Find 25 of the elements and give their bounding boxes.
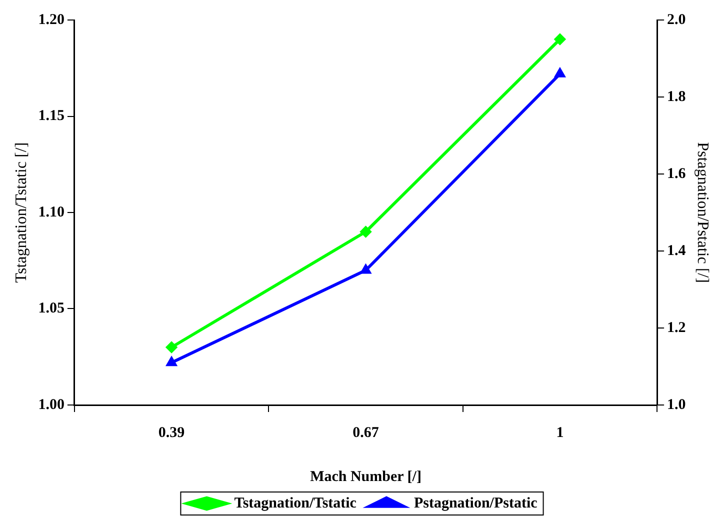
- y2-tick-label: 1.2: [667, 320, 686, 336]
- y-tick-label: 1.10: [38, 204, 64, 220]
- point: [554, 34, 566, 45]
- point: [554, 68, 565, 78]
- y2-tick-label: 1.8: [667, 88, 686, 105]
- y2-tick-label: 1.6: [667, 166, 686, 182]
- point: [166, 357, 177, 366]
- y-tick-label: 1.00: [38, 396, 64, 413]
- point: [166, 342, 178, 353]
- x-tick-label: 0.39: [158, 424, 185, 441]
- x-tick-label: 1: [556, 424, 564, 441]
- y-tick-label: 1.05: [38, 300, 64, 317]
- y2-tick-label: 1.4: [667, 242, 686, 259]
- y2-tick-label: 2.0: [667, 12, 686, 28]
- legend-label: Pstagnation/Pstatic: [414, 495, 538, 512]
- x-tick-label: 0.67: [352, 424, 380, 441]
- point: [360, 264, 371, 274]
- x-axis-title: Mach Number [/]: [310, 468, 422, 485]
- point: [360, 226, 372, 238]
- y2-axis-title: Pstagnation/Pstatic [/]: [694, 142, 712, 283]
- y-axis-title: Tstagnation/Tstatic [/]: [12, 142, 30, 283]
- y2-tick-label: 1.0: [667, 396, 686, 413]
- legend-label: Tstagnation/Tstatic: [234, 495, 357, 512]
- y-tick-label: 1.15: [38, 108, 64, 124]
- y-tick-label: 1.20: [38, 12, 64, 28]
